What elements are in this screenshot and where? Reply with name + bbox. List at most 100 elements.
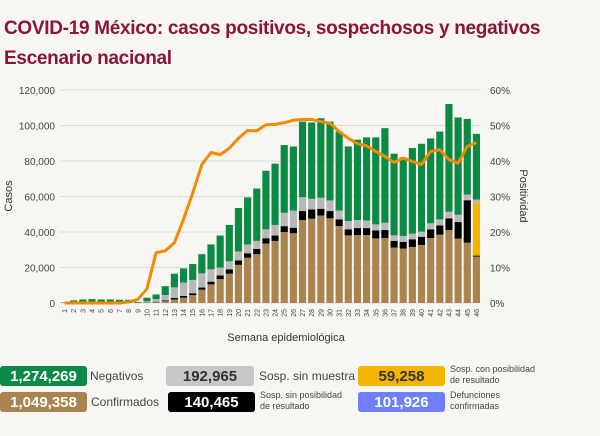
x-tick-label: 12 xyxy=(163,309,170,317)
y2-axis-label: Positividad xyxy=(517,169,529,222)
y-tick-label: 0 xyxy=(49,299,55,310)
bar-confirmados xyxy=(408,246,416,303)
bar-negativos xyxy=(436,131,444,220)
bar-sosp-sin-muestra xyxy=(161,295,169,301)
x-tick-label: 7 xyxy=(117,309,124,313)
label-line: Sosp. sin posibilidad xyxy=(260,390,343,400)
x-tick-label: 24 xyxy=(273,309,280,317)
x-tick-label: 27 xyxy=(300,309,307,317)
bar-sosp-sin-muestra xyxy=(427,223,435,230)
bar-negativos xyxy=(417,143,426,232)
bar-negativos xyxy=(408,148,416,234)
bar-negativos xyxy=(198,254,206,274)
y2-tick-label: 60% xyxy=(490,86,510,97)
x-tick-label: 16 xyxy=(199,309,206,317)
bar-sosp-sin-posibilidad-de-resultado xyxy=(372,230,380,239)
bar-confirmados xyxy=(436,234,444,303)
bar-sosp-sin-posibilidad-de-resultado xyxy=(244,253,252,258)
bar-sosp-sin-muestra xyxy=(179,282,188,296)
bar-sosp-sin-muestra xyxy=(445,211,453,219)
bar-sosp-sin-posibilidad-de-resultado xyxy=(262,238,270,244)
bar-negativos xyxy=(390,153,398,236)
bar-negativos xyxy=(353,139,362,221)
x-tick-label: 40 xyxy=(419,309,426,317)
x-tick-label: 9 xyxy=(135,309,142,313)
bar-sosp-sin-muestra xyxy=(344,220,352,230)
x-tick-label: 23 xyxy=(263,309,270,317)
bar-confirmados xyxy=(280,232,288,303)
x-tick-label: 22 xyxy=(254,309,261,317)
confirmados-label: Confirmados xyxy=(91,395,160,409)
bar-sosp-sin-posibilidad-de-resultado xyxy=(308,209,316,219)
bar-sosp-sin-posibilidad-de-resultado xyxy=(225,269,233,274)
x-tick-label: 11 xyxy=(154,309,161,316)
bar-confirmados xyxy=(381,238,389,303)
bar-negativos xyxy=(289,146,297,211)
bar-sosp-sin-muestra xyxy=(308,198,316,210)
bar-confirmados xyxy=(326,218,334,303)
x-tick-label: 46 xyxy=(474,309,481,317)
bar-negativos xyxy=(79,299,87,303)
negativos-label: Negativos xyxy=(90,369,144,383)
bar-sosp-sin-posibilidad-de-resultado xyxy=(189,293,197,296)
bar-confirmados xyxy=(445,230,453,303)
bar-negativos xyxy=(298,121,307,198)
bar-confirmados xyxy=(161,301,169,303)
bar-sosp-sin-posibilidad-de-resultado xyxy=(289,227,297,234)
x-tick-label: 32 xyxy=(346,309,353,317)
bar-confirmados xyxy=(399,248,407,303)
bar-sosp-sin-muestra xyxy=(262,229,270,239)
bar-sosp-sin-posibilidad-de-resultado xyxy=(454,222,462,239)
bar-confirmados xyxy=(234,264,243,303)
bar-sosp-sin-posibilidad-de-resultado xyxy=(207,281,215,285)
bar-confirmados xyxy=(207,284,215,303)
y2-tick-label: 40% xyxy=(490,157,510,168)
label-line: Defunciones xyxy=(450,390,501,400)
bar-negativos xyxy=(381,128,389,223)
x-tick-label: 5 xyxy=(99,309,106,313)
bar-sosp-sin-posibilidad-de-resultado xyxy=(353,228,362,236)
y-tick-label: 80,000 xyxy=(24,157,55,168)
x-tick-label: 20 xyxy=(236,309,243,317)
x-tick-label: 36 xyxy=(382,309,389,317)
y2-tick-label: 0% xyxy=(490,299,505,310)
bar-confirmados xyxy=(372,238,380,303)
bar-confirmados xyxy=(225,273,233,303)
bar-sosp-sin-posibilidad-de-resultado xyxy=(216,275,224,280)
x-tick-label: 14 xyxy=(181,309,188,317)
bar-confirmados xyxy=(353,235,362,303)
bar-sosp-sin-posibilidad-de-resultado xyxy=(234,260,243,265)
bar-sosp-sin-posibilidad-de-resultado xyxy=(463,200,471,243)
bar-sosp-sin-posibilidad-de-resultado xyxy=(344,229,352,236)
bar-confirmados xyxy=(253,254,261,303)
bar-confirmados xyxy=(463,242,471,303)
bar-sosp-sin-posibilidad-de-resultado xyxy=(161,300,169,302)
bar-negativos xyxy=(97,299,105,303)
bar-confirmados xyxy=(189,295,197,303)
con-posibilidad-label: Sosp. con posibilidad de resultado xyxy=(450,364,535,386)
bar-confirmados xyxy=(152,302,160,303)
x-tick-label: 44 xyxy=(456,309,463,317)
bar-negativos xyxy=(244,197,252,245)
bar-sosp-sin-posibilidad-de-resultado xyxy=(381,230,389,239)
bar-negativos xyxy=(271,163,279,225)
bar-sosp-sin-posibilidad-de-resultado xyxy=(271,235,279,241)
bar-confirmados xyxy=(454,238,462,303)
bar-sosp-sin-posibilidad-de-resultado xyxy=(326,211,334,219)
bar-negativos xyxy=(363,137,371,221)
x-tick-label: 31 xyxy=(337,309,344,317)
sin-muestra-label: Sosp. sin muestra xyxy=(259,369,356,383)
bar-negativos xyxy=(207,244,215,270)
bar-confirmados xyxy=(363,235,371,303)
bar-sosp-sin-muestra xyxy=(216,267,224,276)
bar-sosp-sin-muestra xyxy=(372,224,380,231)
y-axis-label: Casos xyxy=(3,180,15,212)
bar-negativos xyxy=(170,273,178,288)
bar-sosp-sin-posibilidad-de-resultado xyxy=(436,225,444,235)
bar-sosp-sin-muestra xyxy=(225,261,233,270)
bar-sosp-sin-posibilidad-de-resultado xyxy=(390,240,398,248)
x-tick-label: 8 xyxy=(126,309,133,313)
bar-sosp-sin-muestra xyxy=(472,199,480,203)
bar-confirmados xyxy=(472,256,480,303)
